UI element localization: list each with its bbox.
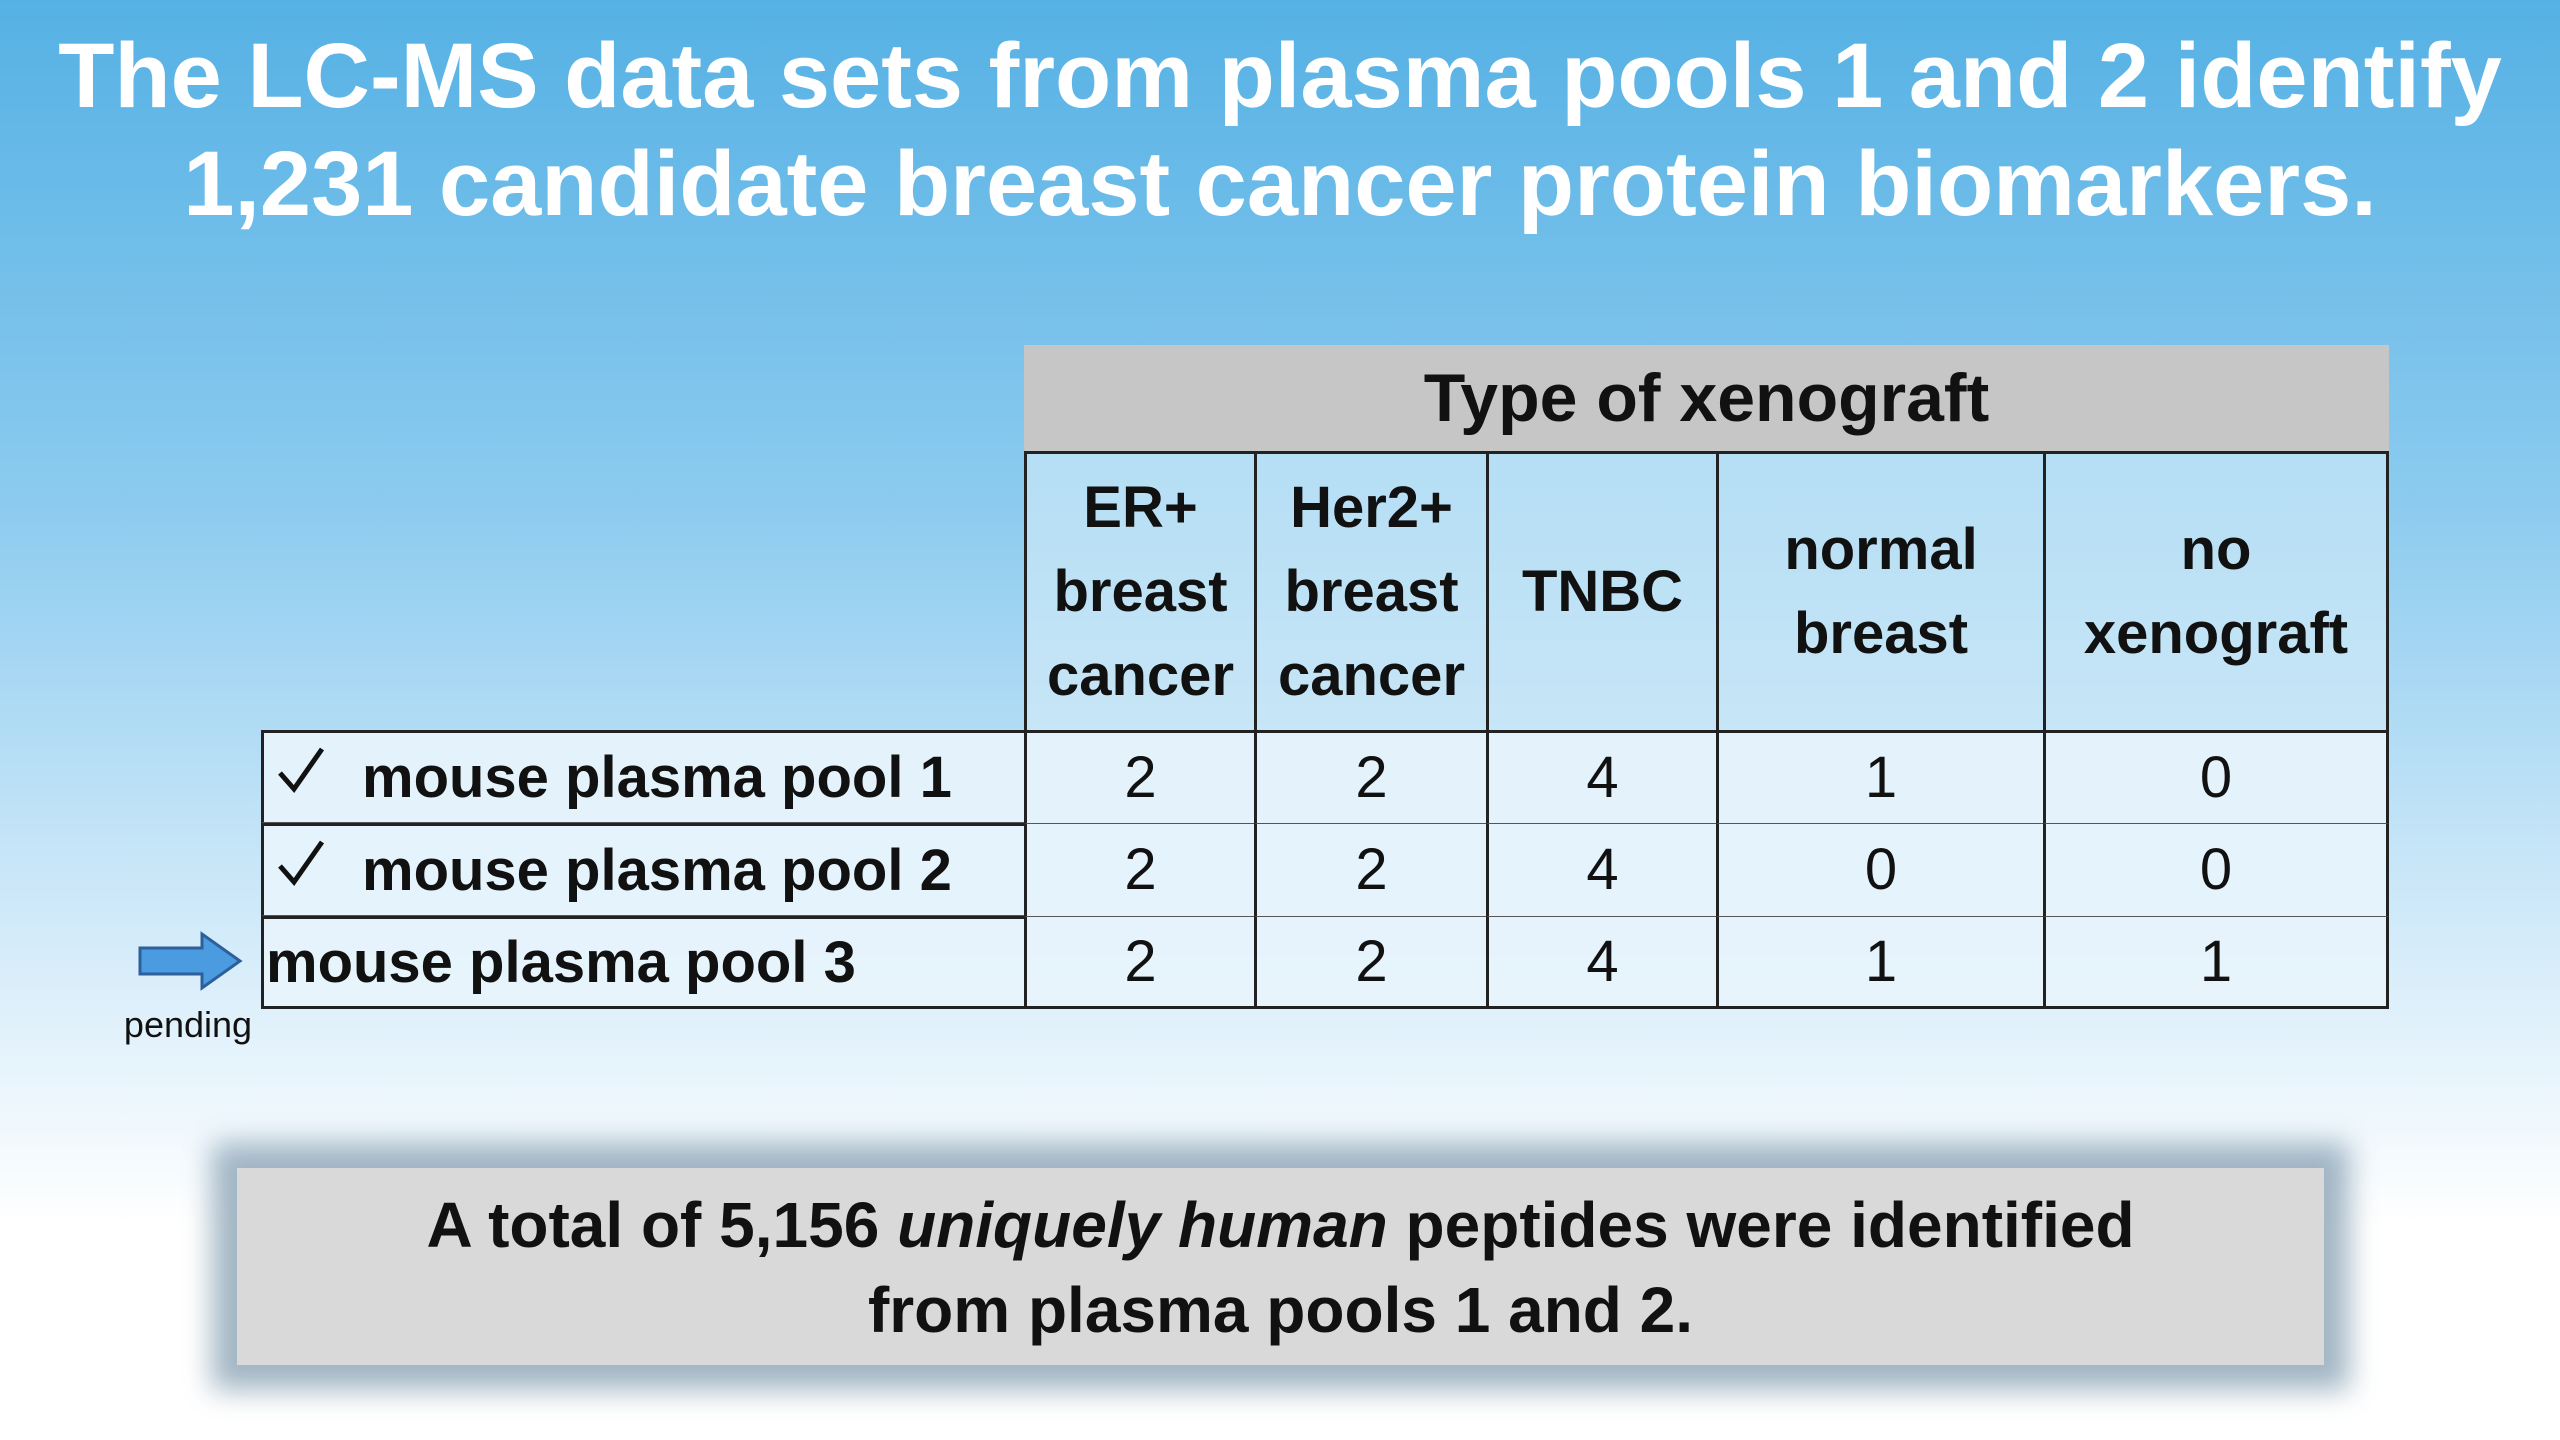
column-header-line: breast — [1284, 559, 1459, 624]
title-line: 1,231 candidate breast cancer protein bi… — [183, 133, 2377, 235]
column-header: normal breast — [1716, 454, 2043, 730]
column-header-line: xenograft — [2083, 601, 2349, 666]
table-cell: 0 — [2043, 823, 2389, 916]
table-cell: 1 — [2043, 916, 2389, 1009]
column-header-line: breast — [1793, 601, 1969, 666]
summary-emphasis: uniquely human — [897, 1189, 1388, 1261]
summary-line: A total of 5,156 uniquely human peptides… — [237, 1188, 2324, 1262]
row-label: mouse plasma pool 3 — [261, 916, 1024, 1009]
table-cell: 4 — [1486, 823, 1716, 916]
column-header-line: normal — [1784, 517, 1978, 582]
check-icon — [278, 747, 325, 794]
summary-text: peptides were identified — [1387, 1189, 2135, 1261]
title-line: The LC-MS data sets from plasma pools 1 … — [58, 25, 2502, 127]
column-header: Her2+ breast cancer — [1254, 454, 1486, 730]
row-label: mouse plasma pool 1 — [261, 730, 1024, 823]
table-cell: 2 — [1254, 823, 1486, 916]
column-header: no xenograft — [2043, 454, 2389, 730]
table-cell: 0 — [2043, 730, 2389, 823]
group-header: Type of xenograft — [1024, 345, 2389, 454]
summary-text: A total of 5,156 — [426, 1189, 898, 1261]
table-cell: 2 — [1024, 823, 1254, 916]
table-cell: 0 — [1716, 823, 2043, 916]
table-cell: 2 — [1254, 916, 1486, 1009]
column-header-line: cancer — [1046, 643, 1235, 708]
table-cell: 2 — [1024, 730, 1254, 823]
column-header-line: breast — [1053, 559, 1228, 624]
table-cell: 1 — [1716, 730, 2043, 823]
column-header-line: TNBC — [1521, 559, 1684, 624]
column-header-line: Her2+ — [1290, 475, 1453, 540]
check-icon — [278, 840, 325, 887]
column-header: TNBC — [1486, 454, 1716, 730]
table-cell: 2 — [1254, 730, 1486, 823]
summary-line: from plasma pools 1 and 2. — [867, 1274, 1694, 1346]
table-cell: 4 — [1486, 730, 1716, 823]
table-cell: 4 — [1486, 916, 1716, 1009]
row-label: mouse plasma pool 2 — [261, 823, 1024, 916]
arrow-icon — [138, 931, 243, 991]
column-header-line: no — [2180, 517, 2252, 582]
table-cell: 2 — [1024, 916, 1254, 1009]
column-header-line: ER+ — [1083, 475, 1198, 540]
column-header: ER+ breast cancer — [1024, 454, 1254, 730]
annotation: pending — [123, 1004, 253, 1045]
column-header-line: cancer — [1277, 643, 1466, 708]
summary-box — [237, 1168, 2324, 1365]
table-cell: 1 — [1716, 916, 2043, 1009]
